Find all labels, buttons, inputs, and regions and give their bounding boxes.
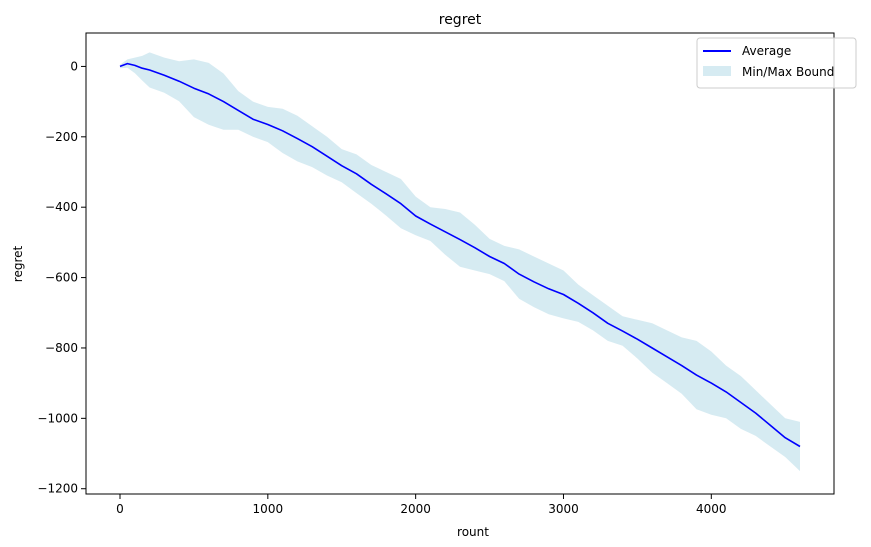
y-tick-label: −1000 [37,411,78,425]
y-tick-label: −400 [45,200,78,214]
y-tick-label: −1200 [37,482,78,496]
y-tick-label: −600 [45,271,78,285]
legend: Average Min/Max Bound [696,37,857,89]
plot-area [119,52,801,472]
axes-frame [85,32,835,495]
x-tick-label: 2000 [400,502,431,516]
chart-title: regret [439,12,482,28]
legend-box [696,37,857,89]
x-tick-label: 1000 [253,502,284,516]
legend-label-average: Average [742,44,791,58]
min-max-bound-band [120,52,800,472]
x-axis: 0 1000 2000 3000 4000 [116,494,727,516]
x-tick-label: 0 [116,502,124,516]
average-line [119,62,801,448]
y-tick-label: 0 [70,59,78,73]
x-tick-label: 3000 [548,502,579,516]
y-tick-label: −800 [45,341,78,355]
x-tick-label: 4000 [696,502,727,516]
y-axis: 0 −200 −400 −600 −800 −1000 −1200 [37,59,86,496]
legend-swatch-min-max-bound [703,66,731,76]
legend-label-min-max-bound: Min/Max Bound [742,65,834,79]
y-tick-label: −200 [45,130,78,144]
x-axis-label: rount [457,525,489,539]
y-axis-label: regret [11,245,25,282]
